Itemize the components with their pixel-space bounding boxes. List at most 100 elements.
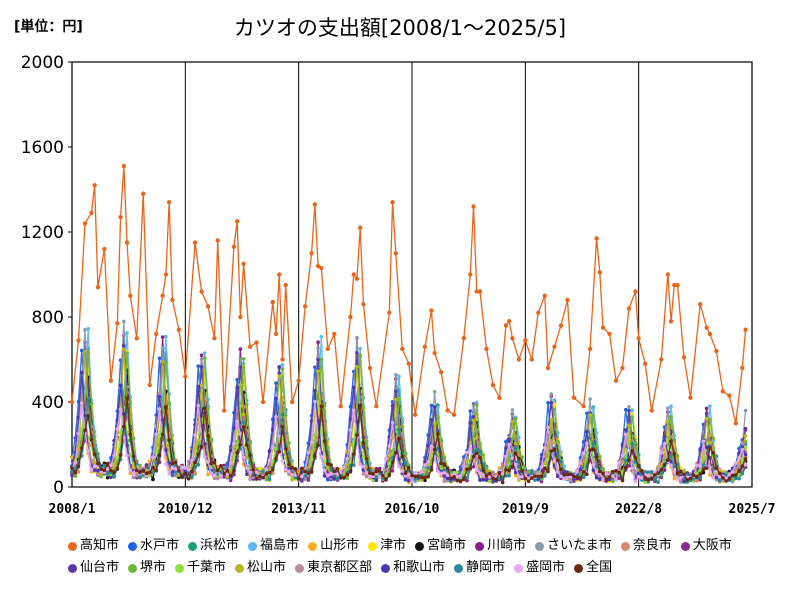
series-point bbox=[481, 478, 486, 482]
series-point-kochi bbox=[108, 378, 114, 383]
series-point bbox=[219, 473, 223, 478]
series-point-kochi bbox=[697, 302, 703, 307]
series-point bbox=[96, 468, 100, 473]
series-point bbox=[721, 476, 725, 480]
series-point bbox=[594, 470, 599, 474]
series-point-kochi bbox=[484, 346, 489, 352]
series-point bbox=[678, 476, 683, 480]
series-point-kochi bbox=[451, 412, 457, 417]
series-point bbox=[128, 400, 133, 404]
series-point-kochi bbox=[422, 344, 428, 349]
series-point-kochi bbox=[95, 285, 101, 290]
series-point bbox=[245, 443, 249, 447]
series-point bbox=[513, 462, 518, 467]
series-point bbox=[743, 462, 748, 467]
series-point bbox=[293, 473, 298, 477]
series-point bbox=[672, 476, 677, 481]
series-point-kochi bbox=[312, 202, 318, 207]
series-point bbox=[164, 462, 168, 466]
series-point bbox=[721, 469, 725, 474]
series-point bbox=[627, 458, 631, 462]
series-point-kochi bbox=[166, 200, 172, 205]
series-point-kochi bbox=[270, 299, 275, 305]
series-point bbox=[202, 351, 207, 355]
series-point bbox=[394, 372, 398, 377]
legend-item: 和歌山市 bbox=[381, 557, 445, 579]
series-point bbox=[708, 446, 712, 450]
series-point bbox=[183, 471, 188, 476]
series-point bbox=[555, 458, 560, 463]
series-point bbox=[426, 474, 430, 479]
series-point bbox=[513, 417, 518, 421]
series-point-kochi bbox=[357, 225, 363, 230]
series-point-kochi bbox=[361, 302, 366, 307]
series-point bbox=[406, 478, 411, 483]
series-point bbox=[678, 479, 683, 484]
legend-item: 奈良市 bbox=[620, 535, 672, 557]
series-point bbox=[610, 469, 615, 474]
x-tick-label: 2022/8 bbox=[615, 502, 662, 517]
series-point bbox=[714, 466, 719, 470]
series-point bbox=[190, 458, 194, 463]
series-point-kochi bbox=[351, 272, 356, 277]
series-point bbox=[345, 456, 350, 461]
series-point bbox=[164, 448, 168, 452]
series-point bbox=[190, 475, 194, 479]
series-point bbox=[394, 389, 398, 394]
series-point bbox=[89, 468, 94, 472]
series-point bbox=[604, 477, 609, 482]
series-point bbox=[270, 459, 275, 464]
series-point bbox=[245, 472, 249, 477]
series-point bbox=[630, 448, 634, 453]
series-point bbox=[627, 408, 631, 413]
series-point bbox=[238, 383, 243, 387]
series-point bbox=[546, 469, 550, 474]
series-point bbox=[406, 472, 411, 477]
legend-label: 大阪市 bbox=[692, 538, 732, 553]
series-point bbox=[228, 474, 233, 478]
series-point bbox=[326, 462, 330, 466]
series-point bbox=[329, 467, 333, 472]
series-point bbox=[737, 455, 741, 460]
series-point-kochi bbox=[69, 399, 75, 405]
series-point bbox=[620, 459, 625, 464]
series-point bbox=[724, 479, 728, 483]
series-point bbox=[122, 347, 126, 352]
series-point bbox=[695, 463, 699, 468]
legend-label: 山形市 bbox=[320, 538, 360, 553]
series-point-kochi bbox=[231, 244, 237, 250]
series-point bbox=[322, 474, 327, 478]
series-point-kochi bbox=[558, 323, 564, 328]
y-tick-label: 400 bbox=[32, 393, 64, 413]
series-point bbox=[555, 469, 560, 474]
series-point bbox=[316, 397, 320, 401]
series-point bbox=[471, 418, 476, 423]
series-point bbox=[131, 471, 136, 475]
series-point bbox=[530, 476, 534, 480]
series-point bbox=[478, 449, 482, 454]
series-point-kochi bbox=[594, 236, 599, 241]
series-point bbox=[167, 471, 171, 476]
series-point bbox=[222, 475, 226, 479]
series-point bbox=[504, 454, 508, 459]
series-point bbox=[581, 469, 586, 474]
series-point bbox=[724, 476, 728, 481]
series-point bbox=[517, 464, 521, 469]
series-point bbox=[607, 475, 612, 479]
legend-label: 和歌山市 bbox=[393, 560, 446, 575]
series-point bbox=[394, 397, 398, 402]
series-point bbox=[727, 477, 732, 481]
series-point bbox=[157, 453, 162, 457]
series-point bbox=[241, 356, 246, 361]
series-point bbox=[737, 446, 741, 451]
series-point bbox=[588, 448, 592, 452]
series-point bbox=[186, 459, 191, 464]
series-point bbox=[118, 453, 123, 458]
series-point bbox=[717, 478, 722, 482]
series-point-kochi bbox=[743, 327, 748, 332]
series-point bbox=[73, 470, 78, 475]
series-point bbox=[138, 474, 142, 479]
series-point-kochi bbox=[626, 306, 632, 311]
series-point bbox=[131, 436, 136, 440]
series-point bbox=[740, 457, 745, 461]
